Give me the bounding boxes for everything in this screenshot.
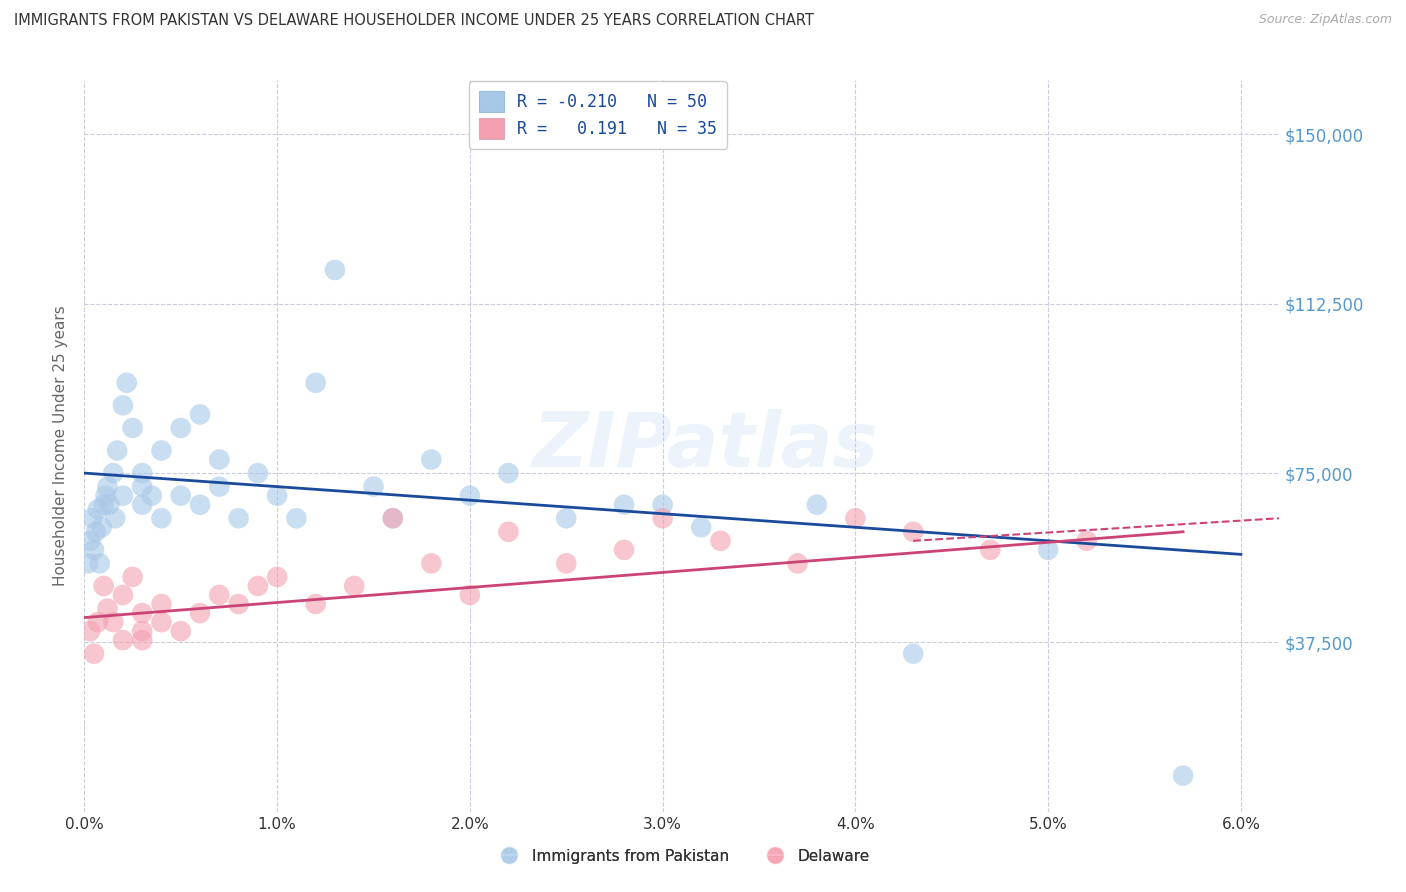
Point (111, 588, 134, 602)
Point (844, 511, 866, 525)
Point (420, 452, 443, 467)
Point (305, 597, 328, 611)
Point (96, 601, 118, 615)
Point (150, 615, 173, 629)
Point (786, 557, 808, 571)
Point (98, 498, 121, 512)
Point (141, 489, 163, 503)
Point (93, 579, 115, 593)
Point (84, 524, 107, 539)
Point (1171, 769, 1194, 783)
Point (208, 452, 231, 467)
Point (285, 511, 308, 525)
Point (131, 498, 153, 512)
Point (188, 408, 211, 422)
Point (903, 524, 925, 539)
Point (103, 615, 125, 629)
Point (458, 489, 481, 503)
Point (979, 542, 1001, 557)
Point (246, 466, 269, 480)
Point (690, 520, 713, 534)
Point (104, 511, 127, 525)
Text: ZIPatlas: ZIPatlas (533, 409, 879, 483)
Point (111, 489, 134, 503)
Point (83, 542, 105, 557)
Point (709, 533, 731, 548)
Point (1076, 533, 1098, 548)
Point (613, 542, 636, 557)
Point (96, 480, 118, 494)
Point (79, 533, 101, 548)
Point (228, 597, 250, 611)
Text: Source: ZipAtlas.com: Source: ZipAtlas.com (1258, 13, 1392, 27)
Point (111, 398, 134, 412)
Point (363, 480, 385, 494)
Point (83, 647, 105, 661)
Point (343, 579, 366, 593)
Point (87, 615, 110, 629)
Point (131, 466, 153, 480)
Point (613, 498, 636, 512)
Point (903, 647, 925, 661)
Point (188, 498, 211, 512)
Point (323, 263, 346, 277)
Point (80, 511, 103, 525)
Point (121, 421, 143, 435)
Point (246, 579, 269, 593)
Point (651, 498, 673, 512)
Point (150, 511, 173, 525)
Point (555, 511, 578, 525)
Point (93, 498, 115, 512)
Point (111, 633, 134, 648)
Point (77, 557, 100, 571)
Point (420, 557, 443, 571)
Point (208, 588, 231, 602)
Point (555, 557, 578, 571)
Point (79, 624, 101, 639)
Point (170, 624, 193, 639)
Point (266, 489, 288, 503)
Point (381, 511, 404, 525)
Point (115, 376, 138, 390)
Point (94, 489, 117, 503)
Point (121, 570, 143, 584)
Y-axis label: Householder Income Under 25 years: Householder Income Under 25 years (53, 306, 69, 586)
Point (1036, 542, 1059, 557)
Point (89, 557, 111, 571)
Point (188, 606, 211, 620)
Point (170, 421, 193, 435)
Point (150, 597, 173, 611)
Point (170, 489, 193, 503)
Point (87, 502, 110, 516)
Legend: Immigrants from Pakistan, Delaware: Immigrants from Pakistan, Delaware (488, 843, 876, 870)
Point (131, 480, 153, 494)
Point (498, 524, 520, 539)
Point (458, 588, 481, 602)
Point (103, 466, 125, 480)
Point (305, 376, 328, 390)
Point (208, 480, 231, 494)
Point (266, 570, 288, 584)
Point (105, 443, 128, 458)
Text: IMMIGRANTS FROM PAKISTAN VS DELAWARE HOUSEHOLDER INCOME UNDER 25 YEARS CORRELATI: IMMIGRANTS FROM PAKISTAN VS DELAWARE HOU… (14, 13, 814, 29)
Point (131, 606, 153, 620)
Point (131, 624, 153, 639)
Point (806, 498, 828, 512)
Point (228, 511, 250, 525)
Point (381, 511, 404, 525)
Point (498, 466, 520, 480)
Point (131, 633, 153, 648)
Point (90, 520, 112, 534)
Point (150, 443, 173, 458)
Point (651, 511, 673, 525)
